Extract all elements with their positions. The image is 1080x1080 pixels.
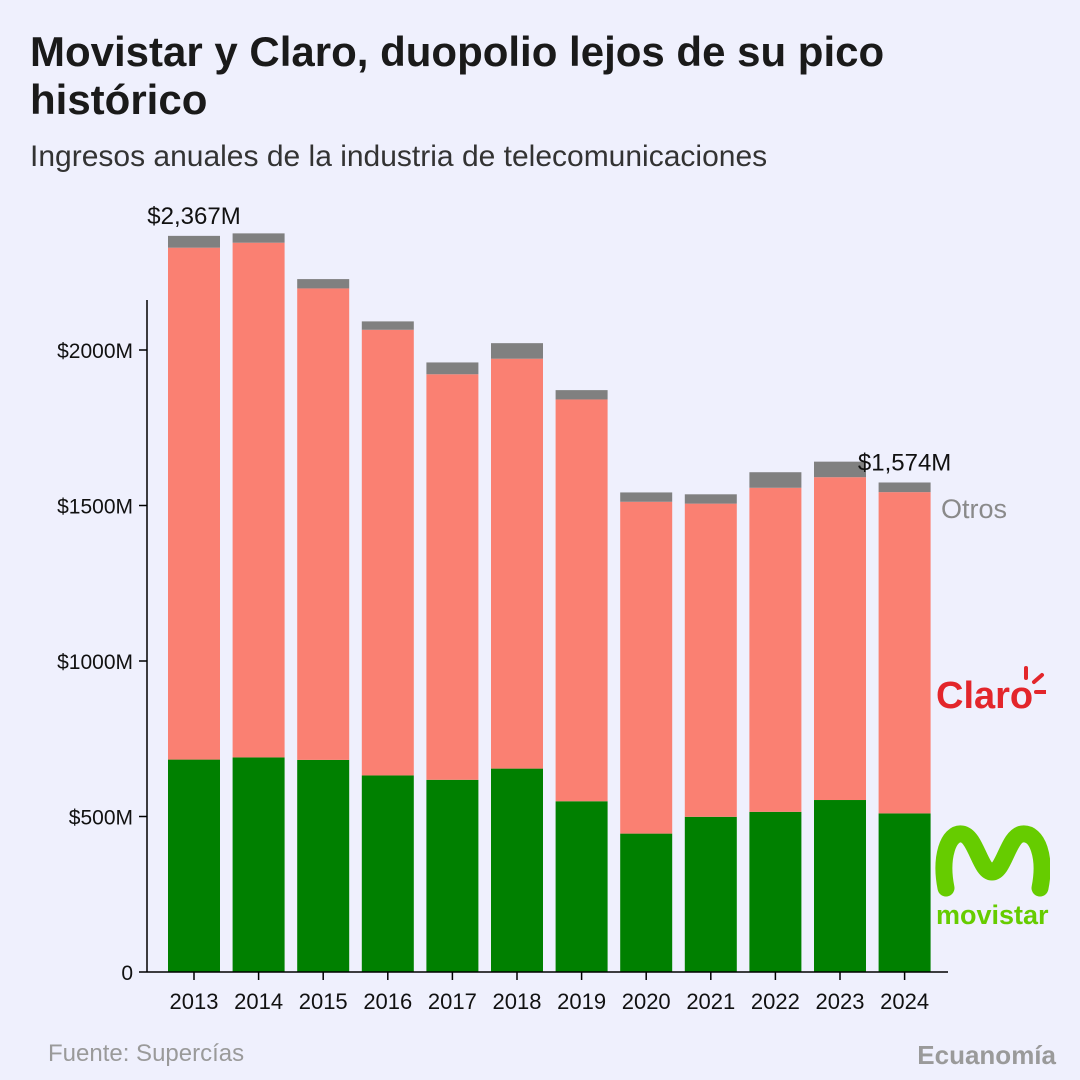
- x-tick-label-2022: 2022: [751, 989, 800, 1014]
- movistar-logo: movistar: [934, 818, 1051, 939]
- bar-claro-2013: [168, 247, 220, 760]
- chart-subtitle: Ingresos anuales de la industria de tele…: [30, 140, 768, 173]
- y-tick-label-1500: $1500M: [57, 496, 133, 519]
- source-note: Fuente: Supercías: [48, 1040, 245, 1067]
- bar-claro-2015: [297, 288, 350, 760]
- bar-movistar-2024: [878, 813, 931, 972]
- bar-movistar-2014: [232, 757, 285, 972]
- bar-movistar-2013: [168, 759, 220, 972]
- axes-group: 2013 2014 2015 2016 2017 2018 2019 2020 2021 2022…: [57, 300, 948, 1014]
- bar-claro-2016: [361, 329, 414, 776]
- bar-otros-2020: [620, 492, 673, 502]
- bar-claro-2019: [555, 399, 608, 802]
- x-tick-label-2013: 2013: [170, 989, 219, 1014]
- claro-logo-text: Claro: [936, 675, 1033, 717]
- x-tick-label-2018: 2018: [493, 989, 542, 1014]
- bar-movistar-2018: [491, 768, 543, 972]
- x-tick-label-2017: 2017: [428, 989, 477, 1014]
- total-label-2013: $2,367M: [147, 203, 240, 230]
- bar-movistar-2021: [684, 816, 737, 972]
- bar-claro-2022: [749, 487, 802, 812]
- claro-logo: Claro: [936, 662, 1048, 723]
- total-label-2024: $1,574M: [858, 449, 951, 476]
- bar-movistar-2023: [814, 800, 866, 972]
- bar-movistar-2022: [749, 811, 802, 972]
- x-tick-label-2015: 2015: [299, 989, 348, 1014]
- bar-otros-2021: [684, 494, 737, 504]
- bar-otros-2013: [168, 235, 220, 248]
- annotations-group: $2,367M $1,574M: [147, 203, 951, 477]
- x-tick-label-2019: 2019: [557, 989, 606, 1014]
- bar-movistar-2017: [426, 779, 479, 972]
- bar-claro-2017: [426, 374, 479, 780]
- bar-otros-2024: [878, 482, 931, 493]
- bar-claro-2023: [814, 477, 866, 801]
- bar-claro-2014: [232, 242, 285, 758]
- bar-claro-2021: [684, 503, 737, 817]
- x-tick-label-2023: 2023: [816, 989, 865, 1014]
- legend-otros: Otros: [941, 494, 1008, 524]
- bar-movistar-2020: [620, 833, 673, 972]
- bar-claro-2020: [620, 501, 673, 834]
- y-tick-label-0: 0: [121, 962, 133, 985]
- bar-claro-2024: [878, 492, 931, 814]
- bar-otros-2015: [297, 279, 350, 289]
- brand-name: Ecuanomía: [917, 1040, 1056, 1070]
- bar-otros-2022: [749, 472, 802, 488]
- x-tick-label-2024: 2024: [880, 989, 929, 1014]
- x-tick-label-2016: 2016: [363, 989, 412, 1014]
- bar-otros-2019: [555, 390, 608, 400]
- bar-otros-2023: [814, 461, 866, 478]
- bar-movistar-2016: [361, 775, 414, 972]
- chart-title: Movistar y Claro, duopolio lejos de su p…: [30, 28, 885, 123]
- bar-movistar-2015: [297, 759, 350, 972]
- bar-movistar-2019: [555, 801, 608, 972]
- bar-otros-2014: [232, 233, 285, 243]
- y-tick-label-1000: $1000M: [57, 651, 133, 674]
- bar-claro-2018: [491, 358, 543, 769]
- x-tick-label-2014: 2014: [234, 989, 283, 1014]
- y-tick-label-2000: $2000M: [57, 340, 133, 363]
- x-tick-label-2021: 2021: [686, 989, 735, 1014]
- movistar-logo-text: movistar: [936, 900, 1049, 930]
- bar-otros-2017: [426, 362, 479, 375]
- y-tick-label-500: $500M: [69, 807, 133, 830]
- bars-group: [168, 233, 931, 972]
- bar-otros-2016: [361, 321, 414, 330]
- x-tick-label-2020: 2020: [622, 989, 671, 1014]
- bar-otros-2018: [491, 343, 543, 359]
